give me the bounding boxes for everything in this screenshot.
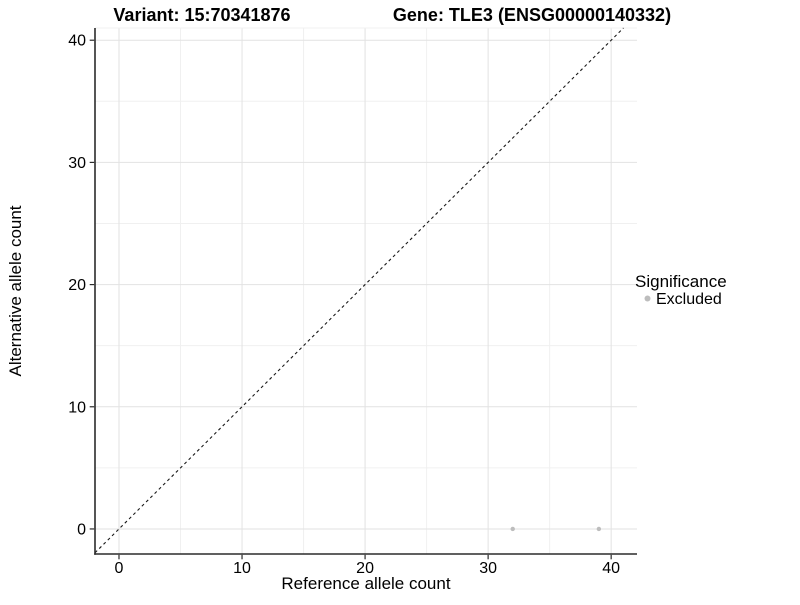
x-tick-label: 0 [115, 560, 124, 577]
grid-minor-layer [95, 28, 637, 554]
plot-title-variant: Variant: 15:70341876 [113, 5, 290, 25]
legend: Significance Excluded [635, 272, 727, 308]
legend-item-label-excluded: Excluded [656, 291, 722, 308]
x-tick-label: 10 [233, 560, 251, 577]
y-axis-title: Alternative allele count [6, 205, 25, 376]
excluded-legend-marker [644, 295, 651, 302]
grid-major-layer [95, 28, 637, 554]
y-tick-label: 0 [77, 521, 86, 538]
y-tick-label: 40 [68, 33, 86, 50]
axis-line-layer [94, 28, 637, 555]
x-tick-label: 40 [602, 560, 620, 577]
y-tick-label: 30 [68, 155, 86, 172]
data-point-excluded [510, 526, 515, 532]
y-tick-label: 20 [68, 277, 86, 294]
x-axis-title: Reference allele count [281, 574, 450, 593]
plot-title-gene: Gene: TLE3 (ENSG00000140332) [393, 5, 671, 25]
points-layer [510, 526, 602, 532]
y-tick-label: 10 [68, 399, 86, 416]
x-tick-label: 20 [356, 560, 374, 577]
x-tick-label: 30 [479, 560, 497, 577]
identity-line-layer [94, 27, 624, 554]
data-point-excluded [596, 526, 602, 532]
tick-label-layer: 0 10 20 30 40 0 10 20 30 40 [68, 33, 620, 577]
identity-dashed-line [94, 27, 624, 554]
tick-mark-layer [89, 39, 612, 560]
legend-title: Significance [635, 272, 727, 291]
